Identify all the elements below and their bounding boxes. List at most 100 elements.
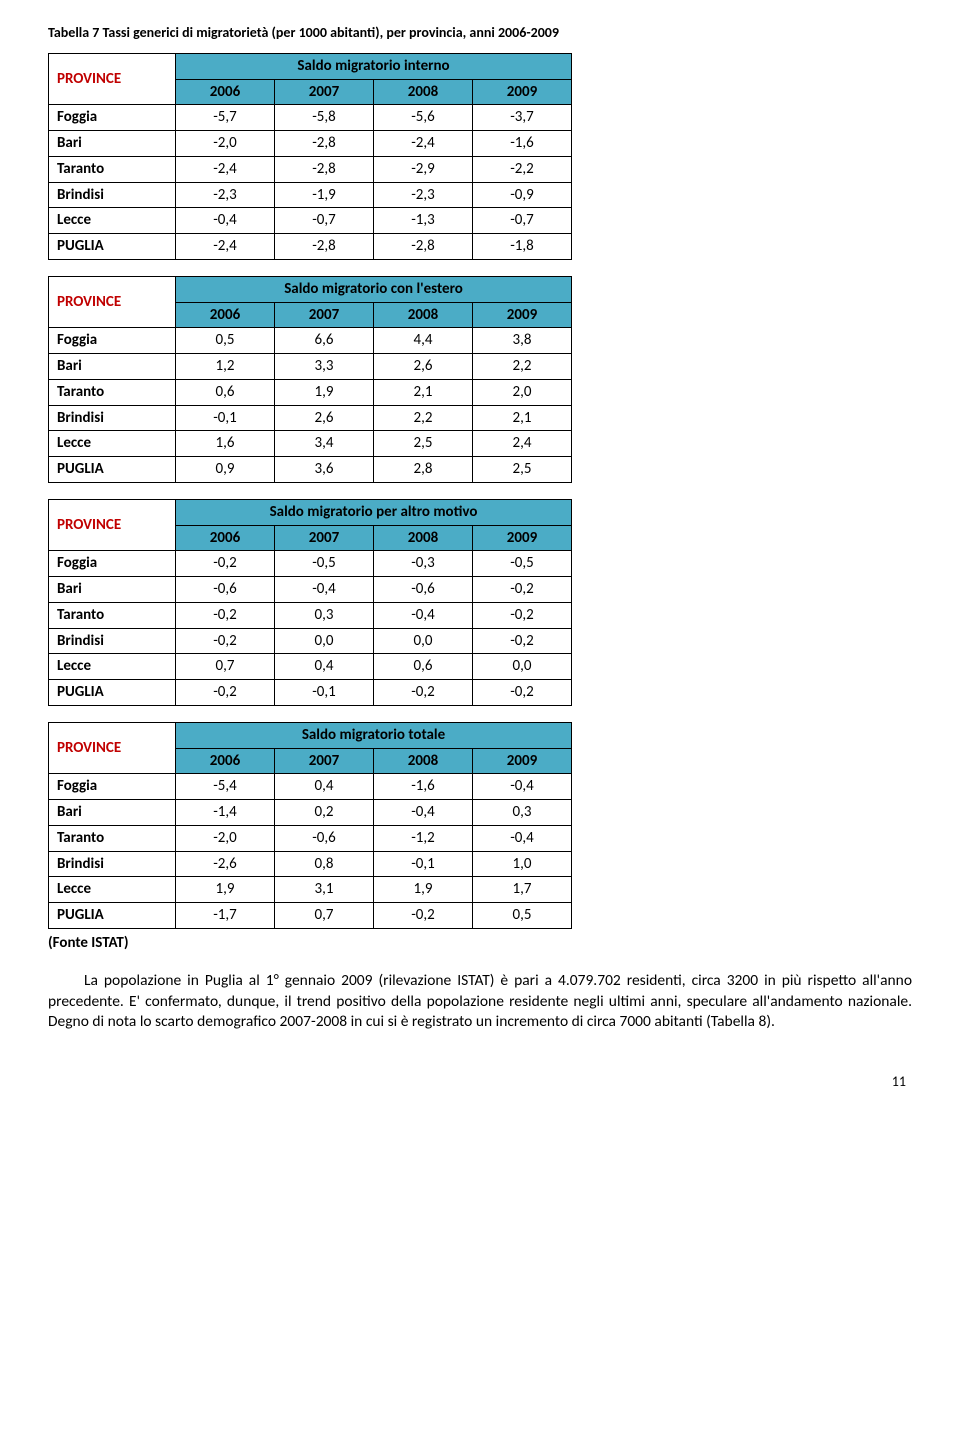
row-label: Taranto (49, 379, 176, 405)
page-number: 11 (48, 1073, 912, 1092)
data-cell: 0,0 (473, 654, 572, 680)
data-cell: -0,5 (473, 551, 572, 577)
year-header: 2006 (176, 748, 275, 774)
data-cell: -3,7 (473, 105, 572, 131)
group-title: Saldo migratorio con l'estero (176, 276, 572, 302)
data-cell: 0,0 (374, 628, 473, 654)
data-cell: -1,6 (473, 131, 572, 157)
data-cell: 4,4 (374, 328, 473, 354)
data-cell: 0,8 (275, 851, 374, 877)
data-table: PROVINCESaldo migratorio per altro motiv… (48, 499, 572, 706)
data-cell: 0,4 (275, 774, 374, 800)
row-label: Foggia (49, 551, 176, 577)
data-cell: 0,4 (275, 654, 374, 680)
row-label: Lecce (49, 208, 176, 234)
data-table: PROVINCESaldo migratorio con l'estero200… (48, 276, 572, 483)
data-cell: 2,6 (374, 354, 473, 380)
data-cell: -0,2 (473, 680, 572, 706)
data-cell: 0,7 (275, 903, 374, 929)
data-cell: 3,4 (275, 431, 374, 457)
year-header: 2007 (275, 748, 374, 774)
data-cell: -0,4 (374, 800, 473, 826)
data-cell: -0,2 (473, 602, 572, 628)
data-cell: -0,4 (374, 602, 473, 628)
data-cell: 0,5 (473, 903, 572, 929)
row-label: Brindisi (49, 405, 176, 431)
data-cell: 2,4 (473, 431, 572, 457)
row-label: PUGLIA (49, 680, 176, 706)
data-cell: -0,1 (374, 851, 473, 877)
row-label: Bari (49, 131, 176, 157)
data-cell: 1,9 (176, 877, 275, 903)
row-label: Bari (49, 354, 176, 380)
data-cell: 0,5 (176, 328, 275, 354)
row-label: Lecce (49, 654, 176, 680)
row-label: Lecce (49, 431, 176, 457)
province-header: PROVINCE (49, 276, 176, 328)
data-cell: 0,3 (473, 800, 572, 826)
data-cell: -0,6 (176, 577, 275, 603)
row-label: Brindisi (49, 851, 176, 877)
data-cell: -0,3 (374, 551, 473, 577)
row-label: Taranto (49, 825, 176, 851)
data-cell: 2,8 (374, 457, 473, 483)
data-cell: -0,2 (176, 680, 275, 706)
data-cell: 6,6 (275, 328, 374, 354)
row-label: Taranto (49, 602, 176, 628)
data-cell: -2,4 (176, 156, 275, 182)
data-cell: 0,6 (176, 379, 275, 405)
data-cell: -0,1 (176, 405, 275, 431)
data-cell: -1,8 (473, 234, 572, 260)
tables-container: PROVINCESaldo migratorio interno20062007… (48, 53, 912, 929)
year-header: 2008 (374, 79, 473, 105)
row-label: PUGLIA (49, 234, 176, 260)
province-header: PROVINCE (49, 53, 176, 105)
data-cell: 2,5 (374, 431, 473, 457)
data-cell: -0,2 (374, 680, 473, 706)
year-header: 2009 (473, 748, 572, 774)
data-cell: 1,9 (275, 379, 374, 405)
data-cell: -2,8 (275, 131, 374, 157)
year-header: 2007 (275, 525, 374, 551)
data-cell: -2,4 (374, 131, 473, 157)
data-cell: 0,3 (275, 602, 374, 628)
data-cell: -0,4 (473, 774, 572, 800)
year-header: 2009 (473, 79, 572, 105)
data-cell: 2,5 (473, 457, 572, 483)
year-header: 2006 (176, 525, 275, 551)
data-table: PROVINCESaldo migratorio interno20062007… (48, 53, 572, 260)
table-caption: Tabella 7 Tassi generici di migratorietà… (48, 24, 912, 43)
data-cell: -0,2 (473, 628, 572, 654)
data-cell: -0,2 (176, 628, 275, 654)
data-cell: -0,6 (275, 825, 374, 851)
data-cell: -2,9 (374, 156, 473, 182)
data-cell: 3,6 (275, 457, 374, 483)
data-cell: 3,3 (275, 354, 374, 380)
data-cell: -0,7 (473, 208, 572, 234)
year-header: 2009 (473, 302, 572, 328)
data-cell: -5,7 (176, 105, 275, 131)
data-cell: 0,7 (176, 654, 275, 680)
data-cell: -0,7 (275, 208, 374, 234)
row-label: Brindisi (49, 628, 176, 654)
data-cell: 0,2 (275, 800, 374, 826)
data-cell: -1,6 (374, 774, 473, 800)
data-cell: -0,2 (176, 602, 275, 628)
year-header: 2008 (374, 748, 473, 774)
data-cell: -0,4 (275, 577, 374, 603)
data-cell: -2,4 (176, 234, 275, 260)
province-header: PROVINCE (49, 499, 176, 551)
group-title: Saldo migratorio totale (176, 722, 572, 748)
data-cell: 0,6 (374, 654, 473, 680)
year-header: 2007 (275, 79, 374, 105)
data-cell: -1,3 (374, 208, 473, 234)
data-cell: -5,6 (374, 105, 473, 131)
data-cell: 1,0 (473, 851, 572, 877)
data-cell: 3,8 (473, 328, 572, 354)
data-cell: -1,2 (374, 825, 473, 851)
data-cell: -0,4 (176, 208, 275, 234)
source-label: (Fonte ISTAT) (48, 933, 912, 953)
row-label: Foggia (49, 328, 176, 354)
row-label: Bari (49, 800, 176, 826)
data-cell: -2,8 (275, 234, 374, 260)
